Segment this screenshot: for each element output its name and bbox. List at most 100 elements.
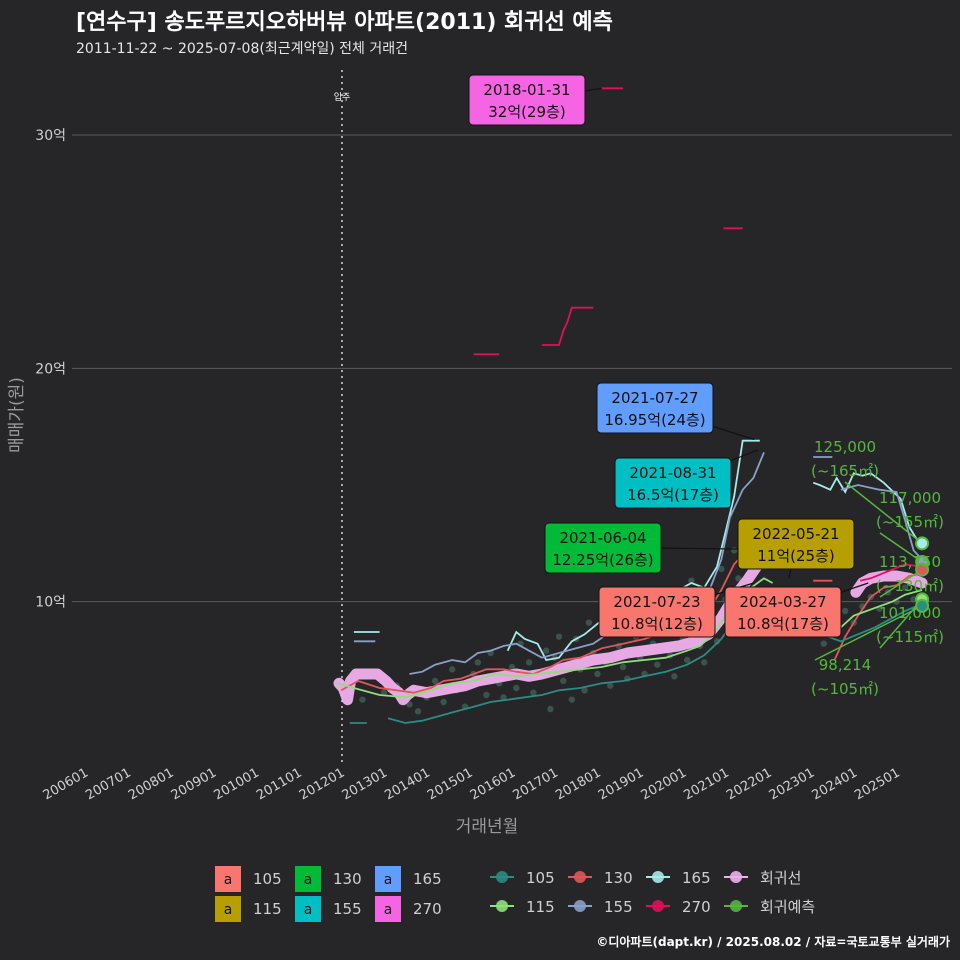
scatter-point: [688, 577, 695, 584]
scatter-point: [474, 659, 482, 666]
legend-swatch-letter: a: [304, 872, 313, 888]
legend-point-key: [574, 900, 586, 912]
x-tick-label: 201401: [382, 765, 432, 803]
prediction-area: (~155㎡): [876, 513, 944, 531]
prediction-area: (~165㎡): [811, 462, 879, 480]
scatter-point: [440, 698, 447, 706]
y-tick-label: 10억: [35, 595, 66, 611]
prediction-leader: [844, 481, 923, 544]
x-tick-label: 201901: [596, 765, 646, 803]
scatter-point: [359, 696, 366, 703]
x-tick-label: 201501: [425, 765, 475, 803]
scatter-point: [594, 670, 601, 678]
scatter-point: [607, 682, 614, 689]
callout-price: 32억(29층): [488, 103, 565, 121]
scatter-point: [585, 619, 593, 626]
legend-label: 270: [682, 898, 711, 916]
source-credit: ©디아파트(dapt.kr) / 2025.08.02 / 자료=국토교통부 실…: [596, 935, 950, 949]
scatter-point: [619, 663, 627, 671]
legend-swatch-155: [295, 896, 321, 922]
callout-leader: [660, 547, 748, 550]
scatter-point: [718, 565, 725, 573]
scatter-point: [525, 659, 533, 666]
callout-box: [468, 74, 586, 126]
scatter-point: [560, 677, 567, 685]
scatter-point: [555, 633, 563, 640]
x-tick-label: 202001: [639, 765, 689, 803]
legend-point-key: [730, 900, 742, 912]
scatter-point: [654, 661, 661, 668]
callout-date: 2024-03-27: [739, 593, 826, 611]
legend-label: 155: [604, 898, 633, 916]
series-line-105: [387, 591, 765, 724]
legend-label: 105: [253, 870, 282, 888]
prediction-value: 101,000: [879, 604, 941, 622]
legend-label: 130: [604, 869, 633, 887]
legend-swatch-165: [375, 866, 401, 892]
x-tick-label: 201201: [297, 765, 347, 803]
legend-label: 105: [526, 869, 555, 887]
x-tick-label: 201601: [468, 765, 518, 803]
prediction-value: 125,000: [814, 438, 876, 456]
legend-label: 115: [253, 900, 282, 918]
legend-point-key: [652, 871, 664, 883]
callout-box: [544, 522, 662, 574]
prediction-value: 113,750: [879, 553, 941, 571]
prediction-leader: [814, 605, 923, 661]
scatter-point: [735, 575, 742, 582]
callout-date: 2021-06-04: [559, 529, 646, 547]
series-line-155: [840, 484, 923, 561]
callout-box: [724, 586, 842, 638]
x-tick-label: 201301: [340, 765, 390, 803]
legend-label: 115: [526, 898, 555, 916]
legend-point-key: [496, 871, 508, 883]
legend-label: 165: [682, 869, 711, 887]
series-line-270: [860, 563, 923, 582]
legend-swatch-letter: a: [304, 902, 313, 918]
legend-point-key: [652, 900, 664, 912]
x-tick-label: 201101: [254, 765, 304, 803]
legend-swatch-letter: a: [224, 872, 233, 888]
legend-point-key: [574, 871, 586, 883]
x-tick-label: 202101: [681, 765, 731, 803]
legend-label: 회귀예측: [760, 898, 815, 916]
scatter-point: [380, 689, 388, 696]
series-line-130: [833, 572, 923, 661]
x-tick-label: 200901: [169, 765, 219, 803]
prediction-leader: [879, 532, 923, 563]
x-tick-label: 202401: [810, 765, 860, 803]
legend-swatch-105: [215, 866, 241, 892]
legend-swatch-letter: a: [384, 902, 393, 918]
legend-label: 회귀선: [760, 869, 801, 887]
move-in-label: 입주: [334, 91, 351, 103]
chart-subtitle: 2011-11-22 ~ 2025-07-08(최근계약일) 전체 거래건: [76, 41, 408, 57]
scatter-point: [414, 708, 422, 715]
legend-label: 270: [413, 900, 442, 918]
y-tick-label: 20억: [35, 361, 66, 377]
scatter-point: [542, 647, 550, 654]
scatter-point: [730, 547, 738, 554]
callout-date: 2021-07-27: [611, 389, 698, 407]
prediction-area: (~105㎡): [811, 680, 879, 698]
scatter-point: [671, 673, 678, 680]
callout-date: 2022-05-21: [752, 525, 839, 543]
legend-swatch-130: [295, 866, 321, 892]
scatter-point: [513, 684, 520, 692]
legend-swatch-letter: a: [384, 872, 393, 888]
series-line-165: [812, 472, 919, 542]
x-tick-label: 202301: [767, 765, 817, 803]
prediction-point: [915, 562, 930, 577]
x-axis-title: 거래년월: [456, 817, 519, 837]
scatter-point: [581, 687, 588, 694]
x-tick-label: 201701: [511, 765, 561, 803]
legend-swatch-115: [215, 896, 241, 922]
prediction-point: [915, 598, 930, 613]
callout-box: [614, 457, 732, 509]
y-axis-title: 매매가(원): [7, 377, 27, 453]
x-tick-label: 200701: [83, 765, 133, 803]
prediction-leader: [879, 568, 923, 598]
legend-label: 130: [333, 870, 362, 888]
scatter-point: [500, 694, 507, 701]
callout-box: [598, 586, 716, 638]
